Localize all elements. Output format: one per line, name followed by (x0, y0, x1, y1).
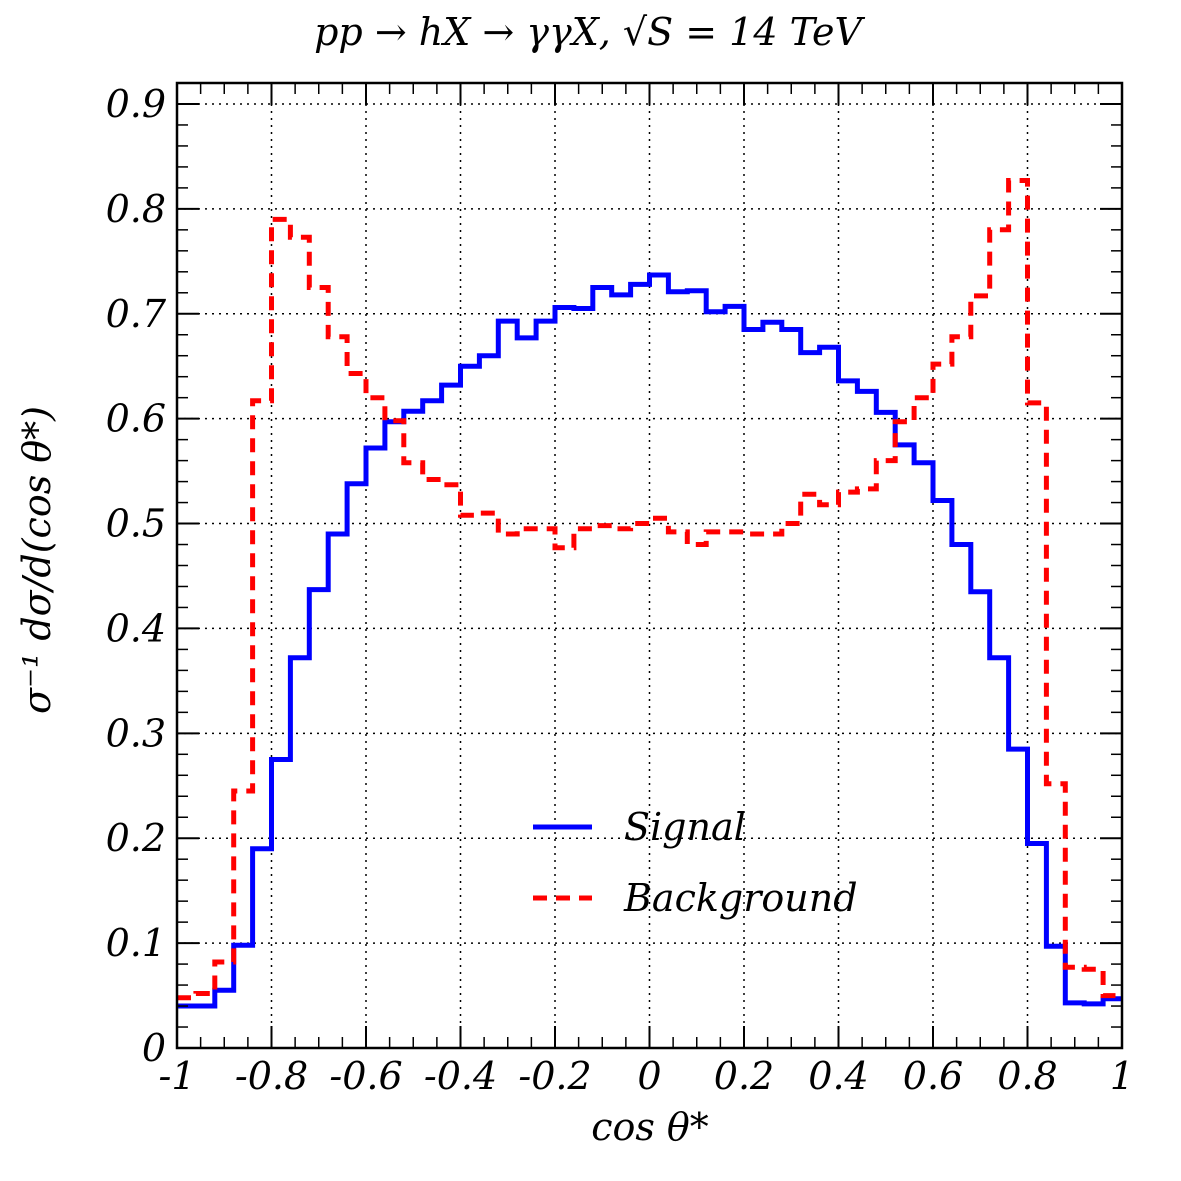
x-tick-label: 0.8 (997, 1054, 1057, 1098)
x-axis-label: cos θ* (591, 1105, 709, 1149)
y-tick-labels: 0 0.1 0.2 0.3 0.4 0.5 0.6 0.7 0.8 0.9 (106, 82, 167, 1070)
series-layer (177, 178, 1122, 1009)
x-tick-label: 0.2 (714, 1054, 774, 1098)
y-tick-label: 0.7 (106, 292, 167, 336)
series-signal-line (177, 272, 1122, 1009)
y-tick-label: 0 (142, 1026, 166, 1070)
x-tick-label: 1 (1110, 1054, 1134, 1098)
axis-ticks (176, 83, 1123, 1049)
chart-title: pp → hX → γγX, √S = 14 TeV (314, 10, 865, 54)
y-axis-label: σ⁻¹ dσ/d(cos θ*) (15, 406, 59, 714)
x-tick-label: -0.2 (518, 1054, 591, 1098)
x-tick-label: 0.6 (903, 1054, 963, 1098)
x-tick-label: 0 (637, 1054, 661, 1098)
x-tick-label: -0.6 (329, 1054, 402, 1098)
y-tick-label: 0.6 (106, 397, 166, 441)
x-tick-label: -1 (158, 1054, 195, 1098)
x-tick-label: 0.4 (808, 1054, 868, 1098)
y-tick-label: 0.2 (106, 816, 166, 860)
y-tick-label: 0.1 (106, 921, 166, 965)
y-tick-label: 0.9 (106, 82, 166, 126)
legend: Signal Background (533, 805, 858, 920)
legend-label-signal: Signal (624, 805, 746, 849)
y-tick-label: 0.8 (106, 187, 166, 231)
x-tick-labels: -1 -0.8 -0.6 -0.4 -0.2 0 0.2 0.4 0.6 0.8 1 (158, 1054, 1134, 1098)
y-tick-label: 0.4 (106, 606, 166, 650)
legend-label-background: Background (623, 876, 858, 920)
y-tick-label: 0.3 (106, 711, 166, 755)
series-background-line (177, 178, 1122, 1001)
y-tick-label: 0.5 (106, 502, 166, 546)
x-tick-label: -0.8 (235, 1054, 308, 1098)
x-tick-label: -0.4 (424, 1054, 497, 1098)
